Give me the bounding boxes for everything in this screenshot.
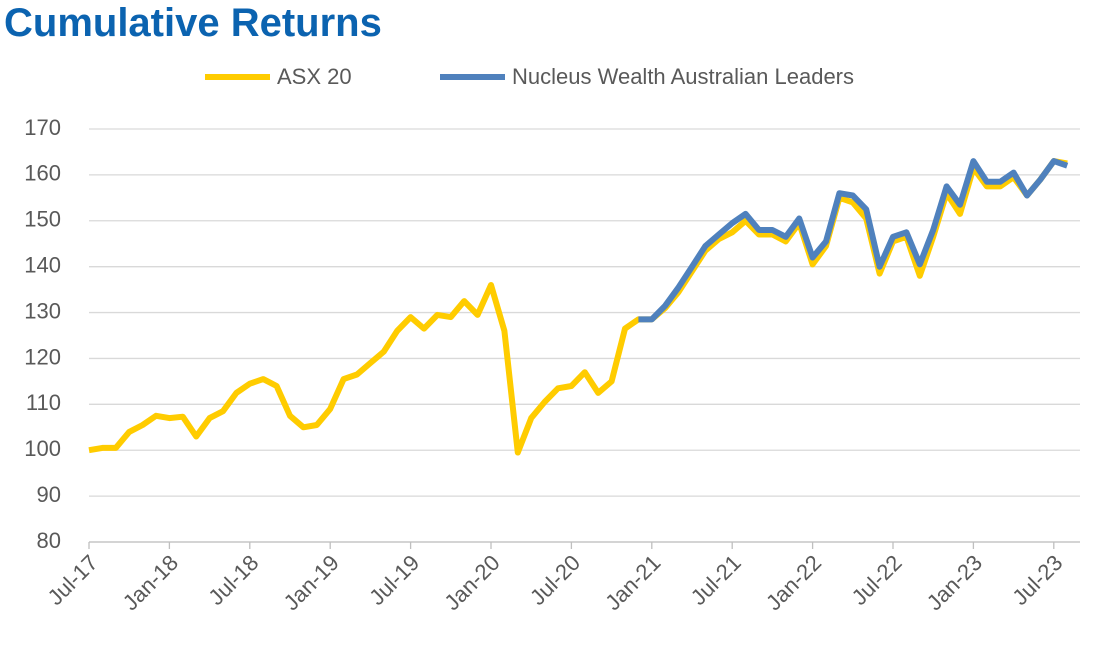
x-tick-label: Jul-19 — [364, 550, 424, 610]
legend-label: Nucleus Wealth Australian Leaders — [512, 64, 854, 89]
x-tick-label: Jan-20 — [439, 550, 504, 615]
y-tick-label: 90 — [37, 482, 61, 507]
chart-title: Cumulative Returns — [4, 1, 382, 45]
y-tick-label: 170 — [24, 115, 61, 140]
y-tick-label: 110 — [26, 390, 61, 415]
y-tick-label: 100 — [24, 436, 61, 461]
x-tick-label: Jan-18 — [118, 550, 183, 615]
x-tick-label: Jul-22 — [847, 550, 907, 610]
y-tick-label: 150 — [24, 207, 61, 232]
line-series — [88, 158, 1068, 456]
x-tick-label: Jul-20 — [525, 550, 585, 610]
line-series — [638, 158, 1069, 323]
x-tick-label: Jan-19 — [279, 550, 344, 615]
y-tick-label: 120 — [24, 344, 61, 369]
y-tick-label: 160 — [24, 161, 61, 186]
x-tick-label: Jan-23 — [922, 550, 987, 615]
x-tick-label: Jul-21 — [686, 550, 746, 610]
x-tick-label: Jan-22 — [761, 550, 826, 615]
y-tick-label: 130 — [24, 298, 61, 323]
legend-label: ASX 20 — [277, 64, 352, 89]
y-tick-label: 80 — [37, 528, 61, 553]
x-tick-label: Jul-18 — [203, 550, 263, 610]
x-tick-label: Jul-23 — [1007, 550, 1067, 610]
x-tick-label: Jan-21 — [600, 550, 665, 615]
x-tick-label: Jul-17 — [43, 550, 103, 610]
y-tick-label: 140 — [24, 252, 61, 277]
